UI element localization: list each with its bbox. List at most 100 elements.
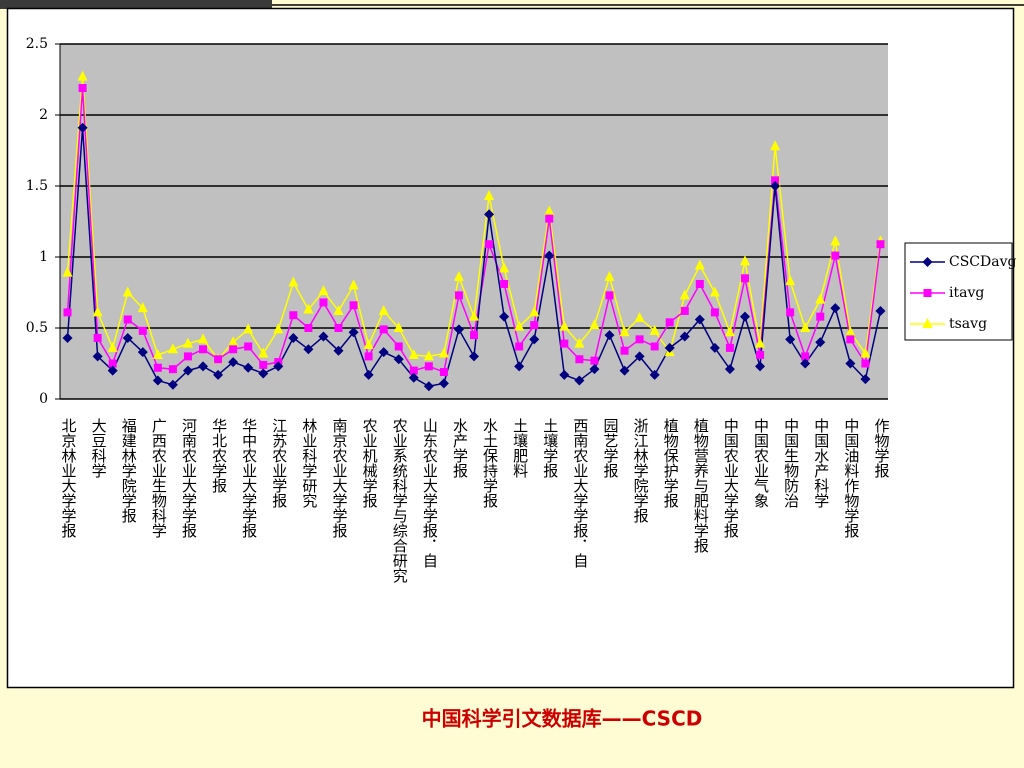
diamond-marker xyxy=(363,369,374,380)
diamond-marker xyxy=(182,365,193,376)
diamond-marker xyxy=(679,331,690,342)
square-marker xyxy=(801,352,810,361)
diamond-marker xyxy=(589,364,600,375)
diamond-marker xyxy=(393,354,404,365)
square-marker xyxy=(605,291,614,300)
triangle-marker xyxy=(198,333,209,344)
diamond-marker xyxy=(499,311,510,322)
square-marker xyxy=(319,298,328,307)
diamond-marker xyxy=(408,372,419,383)
x-tick-label: 土壤学报 xyxy=(541,418,559,479)
triangle-marker xyxy=(408,348,419,359)
x-tick-label: 西南农业大学学报．自 xyxy=(571,418,589,568)
square-marker xyxy=(831,251,840,260)
triangle-marker xyxy=(739,255,750,266)
diamond-marker xyxy=(303,344,314,355)
x-tick-label: 中国农业大学学报 xyxy=(722,418,740,539)
square-marker xyxy=(78,84,87,93)
triangle-marker xyxy=(484,189,495,200)
x-tick-label: 土壤肥料 xyxy=(511,418,529,478)
square-marker xyxy=(439,368,448,377)
square-marker xyxy=(364,352,373,361)
y-tick-label: 0.5 xyxy=(26,320,48,336)
x-tick-label: 园艺学报 xyxy=(601,418,619,479)
square-marker xyxy=(485,240,494,249)
x-tick-label: 华北农学报 xyxy=(210,418,228,494)
square-marker xyxy=(620,346,629,355)
square-marker xyxy=(861,359,870,368)
triangle-marker xyxy=(378,304,389,315)
diamond-marker xyxy=(724,364,735,375)
x-tick-label: 南京农业大学学报 xyxy=(331,418,349,539)
x-tick-label: 山东农业大学学报．自 xyxy=(421,418,439,568)
triangle-marker xyxy=(860,347,871,358)
diamond-marker xyxy=(634,351,645,362)
plot-area xyxy=(60,44,888,399)
diamond-marker xyxy=(453,324,464,335)
legend-label: CSCDavg xyxy=(949,254,1016,270)
diamond-marker xyxy=(318,331,329,342)
x-tick-label: 中国农业气象 xyxy=(752,418,770,508)
diamond-marker xyxy=(288,332,299,343)
triangle-marker xyxy=(845,326,856,337)
square-marker xyxy=(545,214,554,223)
triangle-marker xyxy=(499,262,510,273)
square-marker xyxy=(409,366,418,375)
square-marker xyxy=(590,356,599,365)
x-tick-label: 作物学报 xyxy=(872,418,890,479)
footer: 中国科学引文数据库——CSCD xyxy=(422,707,703,731)
x-tick-label: 林业科学研究 xyxy=(300,418,318,509)
x-tick-label: 中国油料作物学报 xyxy=(842,418,860,539)
square-marker xyxy=(740,274,749,283)
diamond-marker xyxy=(815,337,826,348)
diamond-marker xyxy=(649,369,660,380)
triangle-marker xyxy=(423,350,434,361)
diamond-marker xyxy=(348,327,359,338)
square-marker xyxy=(635,335,644,344)
triangle-marker xyxy=(348,279,359,290)
square-marker xyxy=(575,355,584,364)
diamond-marker xyxy=(107,365,118,376)
x-tick-label: 福建林学院学报 xyxy=(120,418,138,524)
square-marker xyxy=(560,339,569,348)
diamond-marker xyxy=(770,181,781,191)
legend: CSCDavg itavg tsavg xyxy=(910,254,1016,332)
triangle-marker xyxy=(107,341,118,352)
square-marker xyxy=(530,321,539,330)
diamond-marker xyxy=(152,375,163,386)
diamond-marker xyxy=(574,375,585,386)
square-marker xyxy=(63,308,72,317)
triangle-marker xyxy=(800,322,811,332)
square-marker xyxy=(876,240,885,249)
triangle-marker xyxy=(770,140,781,151)
square-marker xyxy=(454,291,463,300)
x-tick-label: 农业机械学报 xyxy=(361,418,379,509)
triangle-marker xyxy=(679,289,690,300)
square-marker xyxy=(725,343,734,352)
x-tick-label: 江苏农业学报 xyxy=(270,418,288,509)
square-marker xyxy=(500,279,509,288)
diamond-marker xyxy=(213,369,224,380)
triangle-marker xyxy=(724,326,735,337)
diamond-marker xyxy=(529,334,540,345)
diamond-marker xyxy=(92,351,103,362)
x-tick-label: 河南农业大学学报 xyxy=(180,418,198,539)
triangle-marker xyxy=(363,339,374,350)
triangle-marker xyxy=(393,322,404,332)
square-marker xyxy=(108,359,117,368)
square-marker xyxy=(123,315,132,324)
square-marker xyxy=(665,318,674,327)
triangle-marker xyxy=(619,326,630,337)
diamond-marker xyxy=(167,379,178,390)
square-marker xyxy=(515,342,524,351)
triangle-marker xyxy=(258,347,269,358)
square-marker xyxy=(816,312,825,321)
square-marker xyxy=(153,363,162,372)
diamond-marker xyxy=(378,347,389,358)
triangle-marker xyxy=(589,319,600,330)
diamond-marker xyxy=(423,381,434,392)
square-marker xyxy=(214,355,223,364)
triangle-marker xyxy=(529,306,540,317)
square-marker xyxy=(846,335,855,344)
diamond-marker xyxy=(228,357,239,368)
